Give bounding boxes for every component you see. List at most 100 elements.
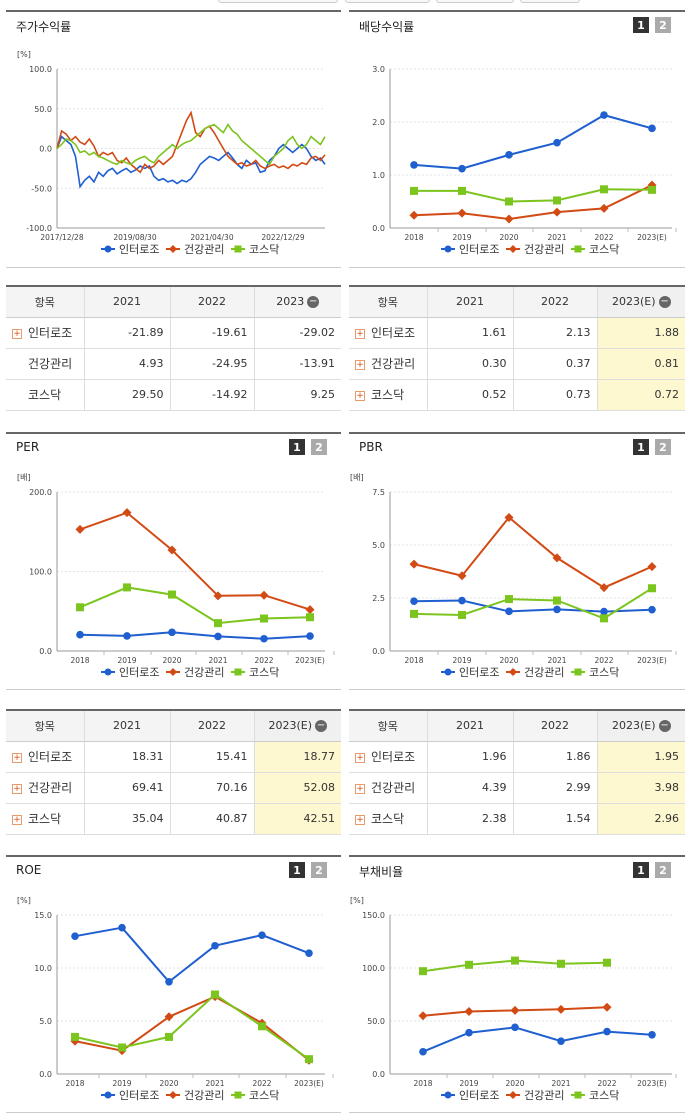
data-point[interactable]	[603, 1027, 611, 1036]
collapse-icon[interactable]: −	[658, 720, 671, 733]
page-button-1[interactable]: 1	[633, 17, 649, 33]
data-point[interactable]	[458, 164, 466, 173]
page-button-1[interactable]: 1	[633, 862, 649, 878]
data-point[interactable]	[553, 196, 561, 205]
data-point[interactable]	[75, 524, 85, 534]
data-point[interactable]	[552, 553, 562, 563]
page-button-2[interactable]: 2	[311, 862, 327, 878]
page-button-2[interactable]: 2	[655, 17, 671, 33]
page-button-2[interactable]: 2	[655, 439, 671, 455]
data-point[interactable]	[504, 214, 514, 224]
collapse-icon[interactable]: −	[307, 296, 320, 309]
data-point[interactable]	[647, 562, 657, 572]
data-point[interactable]	[600, 614, 608, 623]
data-point[interactable]	[648, 605, 656, 614]
data-point[interactable]	[648, 185, 656, 194]
expand-plus-icon[interactable]: +	[12, 815, 22, 825]
data-point[interactable]	[211, 990, 219, 999]
data-point[interactable]	[259, 590, 269, 600]
data-point[interactable]	[305, 605, 315, 615]
data-point[interactable]	[214, 632, 222, 641]
data-point[interactable]	[410, 186, 418, 195]
data-point[interactable]	[648, 124, 656, 133]
data-point[interactable]	[409, 559, 419, 569]
data-point[interactable]	[260, 634, 268, 643]
data-point[interactable]	[260, 614, 268, 623]
data-point[interactable]	[600, 185, 608, 194]
page-button-1[interactable]: 1	[633, 439, 649, 455]
data-point[interactable]	[123, 583, 131, 592]
data-point[interactable]	[214, 619, 222, 628]
data-point[interactable]	[123, 632, 131, 640]
data-point[interactable]	[167, 545, 177, 555]
expand-plus-icon[interactable]: +	[355, 360, 365, 370]
expand-plus-icon[interactable]: +	[355, 815, 365, 825]
page-button-1[interactable]: 1	[289, 439, 305, 455]
expand-plus-icon[interactable]: +	[12, 753, 22, 763]
data-point[interactable]	[165, 1032, 173, 1041]
data-point[interactable]	[505, 151, 513, 159]
data-point[interactable]	[71, 932, 79, 940]
data-point[interactable]	[71, 1032, 79, 1041]
data-point[interactable]	[306, 632, 314, 640]
data-point[interactable]	[118, 1043, 126, 1052]
data-point[interactable]	[511, 956, 519, 965]
collapse-icon[interactable]: −	[658, 296, 671, 309]
expand-plus-icon[interactable]: +	[355, 329, 365, 339]
collapse-icon[interactable]: −	[315, 720, 328, 733]
data-point[interactable]	[511, 1023, 519, 1032]
data-point[interactable]	[458, 596, 466, 605]
data-point[interactable]	[600, 607, 608, 616]
data-point[interactable]	[211, 941, 219, 950]
data-point[interactable]	[419, 1047, 427, 1056]
data-point[interactable]	[600, 111, 608, 119]
expand-plus-icon[interactable]: +	[12, 329, 22, 339]
data-point[interactable]	[648, 584, 656, 593]
data-point[interactable]	[458, 610, 466, 619]
data-point[interactable]	[504, 512, 514, 522]
data-point[interactable]	[306, 613, 314, 622]
data-point[interactable]	[505, 595, 513, 604]
data-point[interactable]	[553, 605, 561, 614]
data-point[interactable]	[258, 931, 266, 939]
data-point[interactable]	[305, 1055, 313, 1064]
data-point[interactable]	[168, 628, 176, 637]
data-point[interactable]	[213, 591, 223, 601]
data-point[interactable]	[603, 958, 611, 967]
data-point[interactable]	[458, 186, 466, 195]
data-point[interactable]	[165, 977, 173, 986]
data-point[interactable]	[410, 161, 418, 169]
data-point[interactable]	[510, 1005, 520, 1015]
data-point[interactable]	[76, 603, 84, 612]
data-point[interactable]	[118, 923, 126, 932]
data-point[interactable]	[457, 571, 467, 581]
data-point[interactable]	[599, 203, 609, 213]
data-point[interactable]	[556, 1004, 566, 1014]
data-point[interactable]	[457, 208, 467, 218]
data-point[interactable]	[465, 1028, 473, 1037]
toolbar-button[interactable]	[520, 0, 580, 3]
data-point[interactable]	[553, 596, 561, 605]
data-point[interactable]	[419, 967, 427, 976]
page-button-1[interactable]: 1	[289, 862, 305, 878]
toolbar-button[interactable]	[436, 0, 514, 3]
page-button-2[interactable]: 2	[655, 862, 671, 878]
data-point[interactable]	[552, 207, 562, 217]
data-point[interactable]	[164, 1012, 174, 1022]
expand-plus-icon[interactable]: +	[355, 753, 365, 763]
data-point[interactable]	[465, 960, 473, 969]
expand-plus-icon[interactable]: +	[355, 391, 365, 401]
data-point[interactable]	[553, 138, 561, 147]
data-point[interactable]	[305, 949, 313, 957]
data-point[interactable]	[557, 1037, 565, 1045]
data-point[interactable]	[410, 597, 418, 605]
data-point[interactable]	[409, 210, 419, 220]
data-point[interactable]	[258, 1022, 266, 1031]
expand-plus-icon[interactable]: +	[12, 784, 22, 794]
data-point[interactable]	[505, 197, 513, 206]
data-point[interactable]	[410, 609, 418, 618]
data-point[interactable]	[557, 959, 565, 968]
data-point[interactable]	[122, 508, 132, 518]
data-point[interactable]	[168, 590, 176, 599]
data-point[interactable]	[599, 583, 609, 593]
